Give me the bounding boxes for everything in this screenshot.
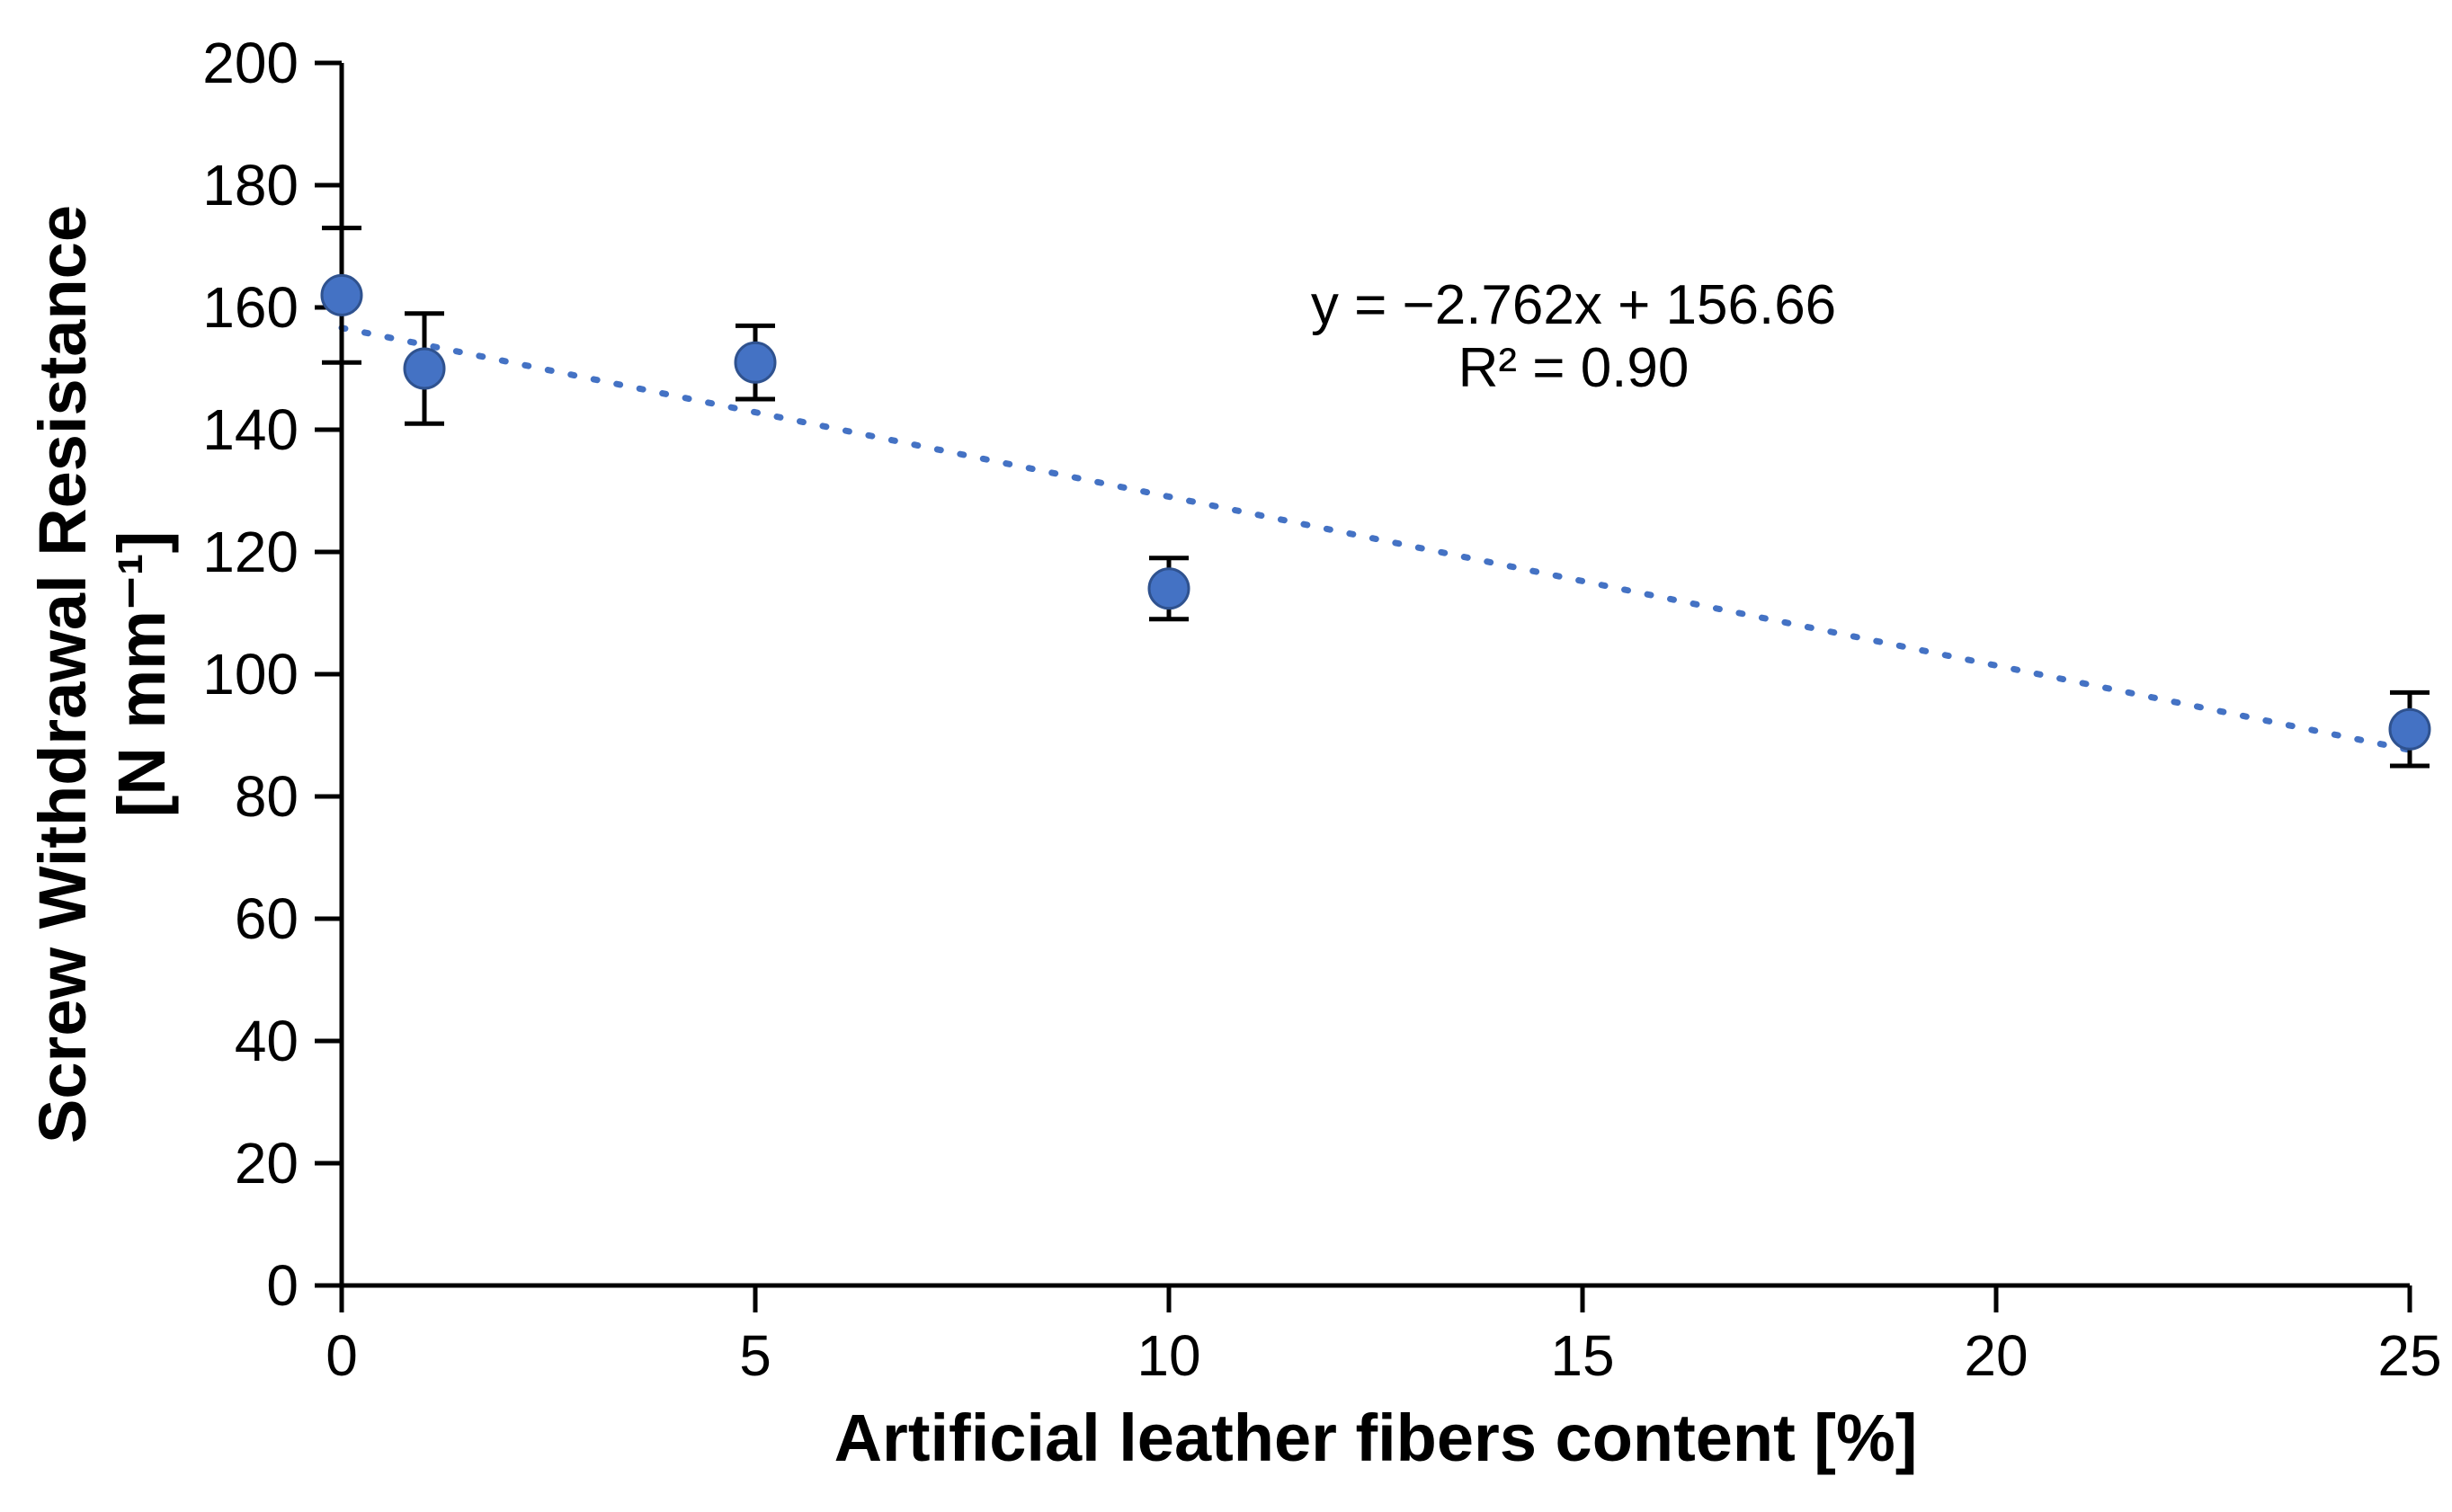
data-point: [2390, 709, 2430, 749]
r-squared: R² = 0.90: [1458, 337, 1690, 399]
y-tick-label: 60: [235, 886, 299, 951]
y-tick-label: 200: [202, 31, 299, 95]
scatter-chart: 0 5 10 15 20 25 0 20 40 60 80 100 120 140 160 180 200 Art…: [0, 0, 2452, 1512]
y-axis-label-line1: Screw Withdrawal Resistance: [25, 205, 100, 1143]
x-tick-label: 25: [2377, 1323, 2441, 1388]
x-tick-label: 20: [1964, 1323, 2028, 1388]
x-tick-label: 10: [1137, 1323, 1200, 1388]
y-tick-label: 120: [202, 520, 299, 584]
regression-equation: y = −2.762x + 156.66: [1311, 274, 1836, 336]
data-point: [405, 349, 444, 388]
x-tick-label: 15: [1550, 1323, 1614, 1388]
x-axis-label: Artificial leather fibers content [%]: [834, 1401, 1918, 1475]
y-tick-label: 20: [235, 1131, 299, 1196]
x-tick-label: 5: [739, 1323, 771, 1388]
y-tick-label: 0: [266, 1253, 299, 1318]
y-axis-label-line2: [N mm⁻¹]: [104, 531, 179, 818]
y-tick-label: 160: [202, 275, 299, 340]
x-tick-label: 0: [325, 1323, 358, 1388]
y-tick-label: 180: [202, 153, 299, 218]
data-point: [736, 342, 775, 382]
data-point: [322, 275, 361, 315]
data-point: [1149, 569, 1189, 609]
chart-container: 0 5 10 15 20 25 0 20 40 60 80 100 120 140 160 180 200 Art…: [0, 0, 2452, 1512]
y-tick-label: 40: [235, 1009, 299, 1073]
y-tick-label: 100: [202, 642, 299, 707]
y-tick-label: 80: [235, 764, 299, 829]
y-tick-label: 140: [202, 397, 299, 462]
